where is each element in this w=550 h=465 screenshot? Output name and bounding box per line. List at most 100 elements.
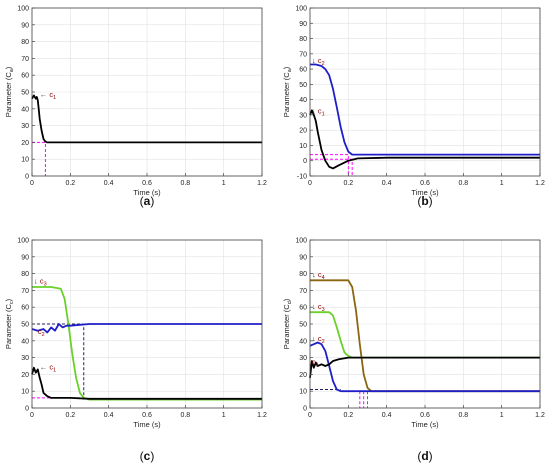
- series-label-subscript: 1: [316, 362, 319, 368]
- panel-caption-letter: b: [421, 194, 428, 208]
- series-line-4: [309, 356, 540, 378]
- series-label-subscript: 1: [53, 367, 56, 373]
- y-axis-label-close: ): [4, 66, 13, 69]
- panel-caption-close: ): [150, 194, 154, 208]
- panel-caption-open: (: [140, 194, 144, 208]
- y-tick-label: 100: [295, 6, 307, 13]
- x-tick-label: 0.6: [420, 180, 430, 187]
- series-label-2: c2: [38, 327, 45, 338]
- y-tick-label: 40: [299, 97, 307, 104]
- x-tick-label: 0.8: [180, 180, 190, 187]
- y-tick-label: 90: [21, 254, 29, 261]
- series-line-3: [309, 341, 540, 393]
- y-tick-label: 50: [299, 322, 307, 329]
- y-tick-label: 20: [21, 372, 29, 379]
- y-tick-label: 40: [21, 338, 29, 345]
- x-axis-label: Time (s): [411, 420, 439, 429]
- series-label-3: ↓ c2: [312, 334, 325, 345]
- series-label-subscript: 4: [322, 275, 325, 281]
- x-tick-label: 0.2: [65, 412, 75, 419]
- panel-caption: (c): [140, 449, 155, 463]
- panel-caption: (a): [140, 194, 155, 208]
- series-label-subscript: 2: [322, 61, 325, 67]
- y-tick-label: 80: [299, 36, 307, 43]
- panel-caption-letter: d: [421, 449, 428, 463]
- y-axis-label-subscript: d: [287, 301, 293, 304]
- y-tick-label: 50: [299, 82, 307, 89]
- x-tick-label: 0: [308, 180, 312, 187]
- y-tick-label: 0: [25, 174, 29, 181]
- x-tick-label: 0.8: [458, 180, 468, 187]
- y-axis-label-main: Parameter (C: [4, 72, 13, 118]
- y-axis-label: Parameter (Ca): [4, 66, 15, 117]
- x-tick-label: 0.2: [343, 180, 353, 187]
- panel-caption-open: (: [417, 194, 421, 208]
- y-tick-label: 40: [21, 106, 29, 113]
- series-label-1: ↓ c4: [312, 270, 325, 281]
- y-tick-label: 10: [21, 157, 29, 164]
- y-tick-label: 80: [21, 39, 29, 46]
- x-tick-label: 1.2: [535, 412, 545, 419]
- panel-caption-open: (: [140, 449, 144, 463]
- series-label-name: c: [318, 56, 322, 65]
- y-tick-label: 50: [21, 322, 29, 329]
- x-tick-label: 1: [222, 180, 226, 187]
- y-axis-label: Parameter (Cc): [4, 298, 15, 349]
- panel-caption: (d): [417, 449, 432, 463]
- series-label-1: ↓ c2: [312, 56, 325, 67]
- x-tick-label: 1: [222, 412, 226, 419]
- x-tick-label: 0.4: [382, 412, 392, 419]
- series-label-name: c: [40, 277, 44, 286]
- series-line-3: [31, 366, 262, 400]
- panel-caption-close: ): [429, 449, 433, 463]
- y-axis-label-main: Parameter (C: [282, 72, 291, 118]
- panel-b: ↓ c2↓ c10 0.2 0.4 0.6 0.8 1 1.2-10010203040506…: [282, 6, 545, 209]
- series-label-subscript: 1: [322, 111, 325, 117]
- series-label-name: c: [49, 90, 53, 99]
- series-label-2: ↓ c3: [312, 302, 325, 313]
- y-tick-label: 30: [21, 123, 29, 130]
- y-tick-label: 100: [17, 6, 29, 13]
- y-axis-label: Parameter (Cd): [282, 298, 293, 349]
- series-label-arrow: ←: [40, 90, 50, 99]
- guide-line: [32, 141, 46, 176]
- x-tick-label: 0: [30, 412, 34, 419]
- y-tick-label: 0: [303, 406, 307, 413]
- x-tick-label: 1.2: [535, 180, 545, 187]
- series-line-2: [309, 109, 540, 170]
- x-tick-label: 0.8: [458, 412, 468, 419]
- x-tick-label: 0: [30, 180, 34, 187]
- y-axis-label-subscript: a: [9, 68, 15, 72]
- y-tick-label: 90: [21, 22, 29, 29]
- series-label-name: c: [38, 327, 42, 336]
- series-line-2: [31, 323, 262, 334]
- y-tick-label: 90: [299, 21, 307, 28]
- y-tick-label: 80: [299, 271, 307, 278]
- series-label-arrow: ←: [40, 362, 50, 371]
- series-label-name: c: [318, 334, 322, 343]
- x-tick-label: 0.2: [343, 412, 353, 419]
- series-label-arrow: ↓: [312, 270, 318, 279]
- y-tick-label: 60: [21, 73, 29, 80]
- series-label-1: ↓ c3: [34, 277, 47, 288]
- x-tick-label: 1: [500, 412, 504, 419]
- panel-caption: (b): [417, 194, 432, 208]
- series-label-arrow: ↓: [312, 106, 318, 115]
- y-tick-label: 60: [21, 305, 29, 312]
- series-line-1: [31, 94, 262, 144]
- x-axis-label: Time (s): [133, 420, 161, 429]
- y-axis-label: Parameter (Ca): [282, 66, 293, 117]
- y-tick-label: 60: [299, 305, 307, 312]
- y-tick-label: 10: [299, 143, 307, 150]
- series-label-subscript: 3: [322, 307, 325, 313]
- y-tick-label: 30: [299, 355, 307, 362]
- series-label-1: ← c1: [40, 90, 56, 101]
- panel-caption-close: ): [429, 194, 433, 208]
- y-tick-label: 60: [299, 67, 307, 74]
- y-axis-label-close: ): [282, 298, 291, 301]
- series-label-4: c1: [312, 357, 319, 368]
- y-tick-label: 90: [299, 254, 307, 261]
- x-tick-label: 0.4: [104, 412, 114, 419]
- y-tick-label: 30: [299, 112, 307, 119]
